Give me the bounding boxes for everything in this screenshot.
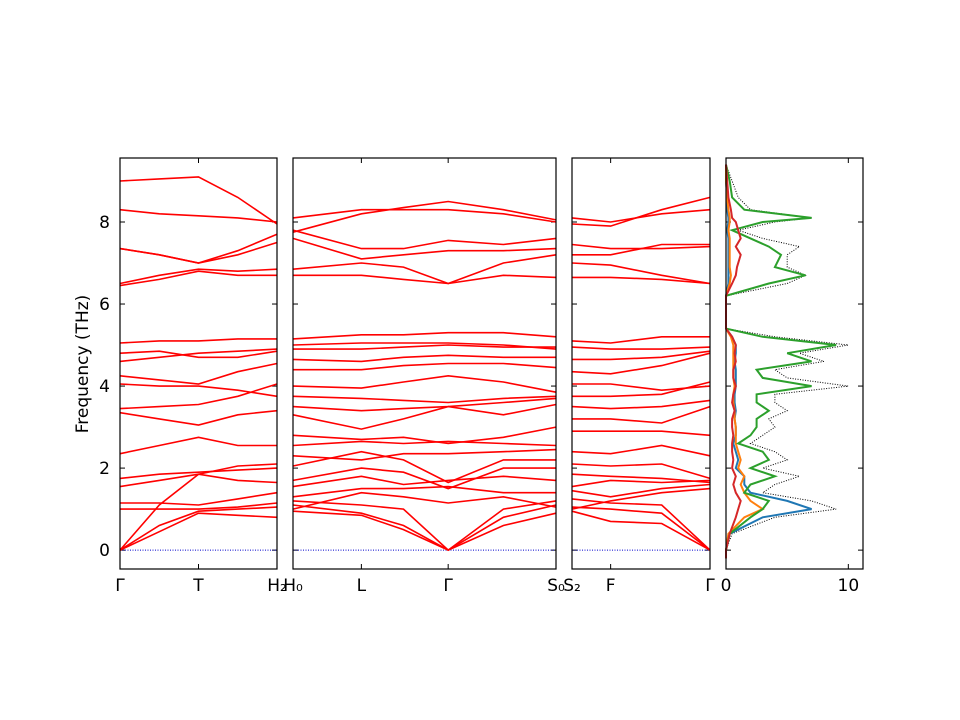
band-line [119, 383, 278, 398]
x-tick-label: S₂ [563, 576, 581, 596]
band-line [292, 426, 557, 445]
band-line [292, 208, 557, 223]
dos-line [725, 164, 837, 559]
axes-frame [725, 157, 864, 570]
x-tick-label: H₀ [283, 576, 303, 596]
band-line [119, 268, 278, 285]
band-line [119, 270, 277, 287]
band-line [293, 274, 557, 285]
x-tick-label: Γ [115, 576, 125, 596]
x-tick-label: T [192, 576, 204, 596]
band-line [119, 233, 278, 264]
band-line [572, 276, 711, 285]
x-tick-label: Γ [443, 576, 453, 596]
x-tick-label: F [606, 576, 616, 596]
band-line [292, 331, 557, 340]
band-line [572, 430, 711, 437]
band-line [119, 208, 278, 223]
band-line [119, 473, 278, 488]
band-line [292, 342, 557, 350]
dos-line [725, 164, 742, 559]
band-line [119, 467, 278, 480]
band-line [292, 467, 556, 490]
band-line [572, 383, 711, 392]
band-line [572, 405, 711, 424]
y-axis-label: Frequency (THz) [73, 295, 93, 434]
band-line [292, 448, 557, 461]
band-line [571, 487, 711, 510]
band-line [119, 383, 278, 410]
band-line [292, 491, 557, 510]
band-line [292, 374, 557, 393]
band-line [292, 440, 557, 447]
band-line [119, 506, 278, 551]
dos-line [725, 164, 812, 559]
band-line [119, 512, 278, 551]
band-line [571, 208, 711, 223]
band-line [571, 399, 711, 410]
band-line [292, 254, 557, 285]
band-line [571, 352, 711, 375]
axes-frame [119, 157, 278, 570]
band-line [120, 502, 278, 510]
band-line [292, 397, 557, 412]
y-tick-label: 4 [99, 377, 110, 397]
x-tick-label: H₂ [267, 576, 287, 596]
x-tick-label: S₀ [547, 576, 565, 596]
band-line [571, 483, 711, 498]
band-line [571, 346, 711, 350]
x-tick-label: Γ [705, 576, 715, 596]
band-line [292, 500, 557, 552]
band-line [119, 338, 277, 344]
band-line [571, 506, 711, 551]
band-line [571, 479, 711, 488]
band-line [292, 200, 557, 233]
band-line [292, 510, 557, 551]
x-tick-label: 0 [721, 576, 732, 596]
band-line [119, 463, 278, 551]
axes-frame [571, 157, 711, 570]
band-line [292, 237, 557, 260]
band-line [292, 504, 557, 552]
band-line [119, 409, 278, 426]
y-tick-label: 0 [99, 541, 110, 561]
band-line [292, 450, 556, 484]
band-line [571, 473, 711, 484]
band-line [571, 510, 711, 551]
band-line [292, 229, 557, 250]
band-line [293, 344, 556, 350]
band-line [292, 403, 557, 430]
band-line [292, 475, 557, 488]
band-line [119, 436, 277, 455]
band-line [293, 362, 557, 371]
band-line [119, 348, 278, 363]
x-tick-label: 10 [838, 576, 860, 596]
x-tick-label: L [357, 576, 367, 596]
band-line [292, 354, 556, 363]
band-line [571, 262, 711, 285]
band-line [571, 243, 711, 250]
band-line [119, 350, 278, 359]
band-line [119, 362, 278, 385]
band-line [120, 491, 278, 506]
band-line [571, 444, 711, 457]
band-line [292, 395, 557, 404]
axes-frame [292, 157, 557, 570]
band-line [119, 176, 278, 225]
y-tick-label: 8 [99, 213, 110, 233]
band-line [571, 463, 711, 480]
band-line [572, 350, 711, 361]
band-line [119, 241, 278, 264]
band-line [571, 336, 710, 344]
y-tick-label: 2 [99, 459, 110, 479]
band-line [292, 485, 556, 498]
dos-line [725, 164, 849, 559]
band-line [572, 243, 710, 256]
band-line [571, 498, 711, 551]
y-tick-label: 6 [99, 295, 110, 315]
